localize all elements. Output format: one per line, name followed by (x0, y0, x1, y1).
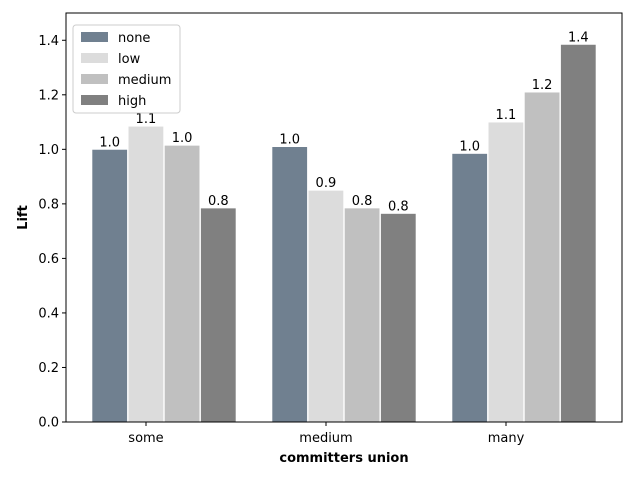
legend-box (72, 24, 181, 114)
bar-medium-some (163, 144, 201, 423)
x-axis: some medium many (128, 422, 525, 446)
bar-none-medium (271, 146, 308, 423)
data-label: 1.1 (496, 108, 517, 123)
bar-medium-many (523, 91, 561, 423)
x-tick-label: medium (299, 431, 352, 446)
legend-label-none: none (118, 31, 150, 46)
bar-low-medium (307, 189, 345, 423)
y-axis-title: Lift (16, 205, 31, 230)
legend-label-high: high (118, 94, 146, 109)
legend-label-low: low (118, 52, 141, 67)
bar-none-many (451, 153, 488, 423)
data-label: 0.8 (352, 194, 373, 209)
data-label: 1.1 (136, 112, 157, 127)
plot-frame (65, 12, 623, 423)
legend-label-medium: medium (118, 73, 171, 88)
y-tick-label: 0.6 (38, 252, 59, 267)
y-tick-label: 0.4 (38, 306, 59, 321)
data-label: 0.8 (208, 194, 229, 209)
data-labels-group: 1.0 1.0 1.0 1.1 0.9 1.1 1.0 0.8 1.2 0.8 0.8 1.4 (99, 30, 588, 214)
data-label: 1.0 (279, 133, 300, 148)
y-tick-label: 0.0 (38, 416, 59, 431)
bar-high-many (560, 43, 597, 423)
y-tick-label: 1.4 (38, 34, 59, 49)
data-label: 0.8 (388, 199, 409, 214)
y-tick-label: 0.8 (38, 197, 59, 212)
legend: none low medium high (72, 24, 181, 114)
bar-none-some (91, 148, 128, 423)
x-tick-label: some (128, 431, 163, 446)
y-tick-label: 1.0 (38, 143, 59, 158)
y-tick-label: 0.2 (38, 361, 59, 376)
data-label: 1.0 (459, 139, 480, 154)
legend-swatch-high (81, 95, 108, 105)
bar-low-some (127, 125, 165, 423)
y-axis: 0.0 0.2 0.4 0.6 0.8 1.0 1.2 1.4 (38, 34, 66, 431)
bars-group (91, 43, 597, 423)
data-label: 1.4 (568, 30, 589, 45)
x-tick-label: many (488, 431, 525, 446)
data-label: 1.0 (99, 135, 120, 150)
bar-high-medium (380, 213, 417, 423)
legend-swatch-low (81, 53, 108, 63)
bar-low-many (487, 121, 525, 423)
x-axis-title: committers union (279, 451, 408, 466)
data-label: 1.2 (532, 78, 553, 93)
bar-medium-medium (343, 207, 381, 423)
data-label: 1.0 (172, 131, 193, 146)
bar-high-some (200, 207, 237, 423)
data-label: 0.9 (316, 176, 337, 191)
legend-swatch-medium (81, 74, 108, 84)
y-tick-label: 1.2 (38, 88, 59, 103)
legend-swatch-none (81, 32, 108, 42)
